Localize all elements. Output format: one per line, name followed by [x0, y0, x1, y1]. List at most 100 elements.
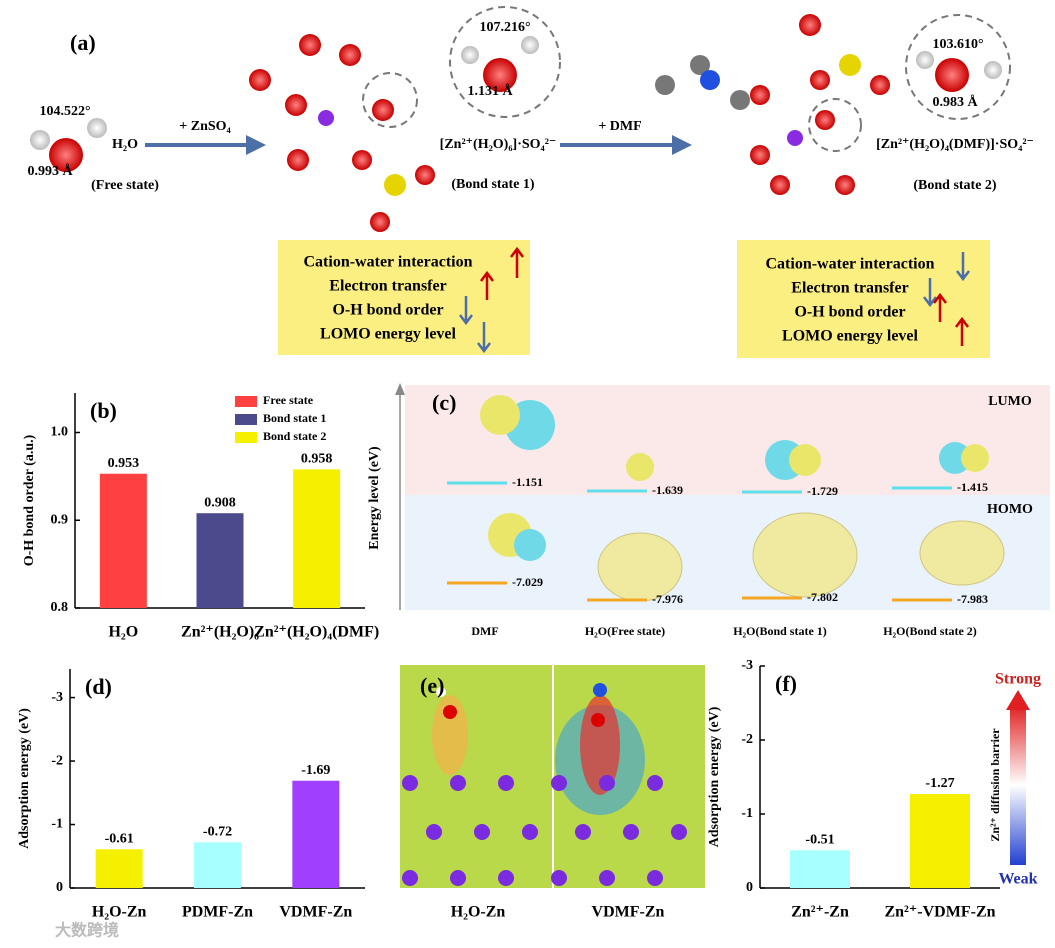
bar: [99, 473, 147, 608]
atom: [498, 775, 514, 791]
bar: [293, 469, 341, 608]
atom: [599, 775, 615, 791]
column-label: H₂O(Free state): [585, 624, 665, 638]
axis-label: O-H bond order (a.u.): [22, 434, 37, 566]
value-label: -0.51: [805, 832, 834, 847]
legend-swatch: [235, 432, 257, 443]
color-bar: [1010, 705, 1026, 865]
charge-density-image: [400, 665, 705, 888]
box-line: LOMO energy level: [320, 326, 457, 343]
orbital-label: HOMO: [987, 502, 1033, 517]
bond-length: 0.993 Å: [27, 163, 73, 179]
box-line: O-H bond order: [794, 304, 905, 321]
zn-atoms: [402, 775, 687, 886]
y-tick-label: -2: [51, 753, 63, 768]
bar: [194, 842, 241, 888]
summary-box: Cation-water interaction Electron transf…: [737, 240, 990, 358]
homo-value: -7.802: [807, 590, 838, 604]
atom: [647, 870, 663, 886]
state: (Bond state 2): [913, 178, 997, 193]
state: (Bond state 1): [451, 177, 535, 192]
atom: [671, 824, 687, 840]
image-label: VDMF-Zn: [592, 904, 665, 921]
x-tick-label: H₂O-Zn: [92, 904, 147, 921]
molecules: [30, 6, 1011, 232]
axis-label: Adsorption energy (eV): [17, 708, 32, 849]
legend-label: Free state: [263, 393, 314, 407]
panel-label: (b): [90, 398, 117, 423]
y-tick-label: 0.9: [51, 512, 69, 527]
value-label: 0.953: [108, 456, 140, 471]
legend-swatch: [235, 396, 257, 407]
legend-label: Bond state 1: [263, 411, 326, 425]
atom: [402, 870, 418, 886]
x-tick-label: Zn²⁺(H₂O)₆: [181, 624, 259, 641]
value-label: -0.61: [105, 831, 134, 846]
bond-angle: 104.522°: [39, 104, 90, 119]
y-tick-label: -3: [51, 690, 63, 705]
x-tick-label: H₂O: [108, 624, 138, 641]
bond-length: 1.131 Å: [467, 83, 513, 99]
axis-label: Energy level (eV): [367, 446, 382, 550]
x-tick-label: Zn²⁺(H₂O)₄(DMF): [254, 624, 379, 641]
lumo-value: -1.639: [652, 483, 683, 497]
atom: [522, 824, 538, 840]
annotation: Strong: [995, 671, 1041, 688]
bond-angle: 107.216°: [479, 20, 530, 35]
step-label: + ZnSO₄: [179, 119, 231, 134]
legend-label: Bond state 2: [263, 429, 326, 443]
y-tick-label: -2: [741, 732, 753, 747]
atom: [498, 870, 514, 886]
box-line: O-H bond order: [332, 302, 443, 319]
bar: [196, 513, 244, 608]
bar: [95, 849, 143, 888]
formula: [Zn²⁺(H₂O)₆]·SO₄²⁻: [440, 137, 557, 152]
panel-label: (c): [432, 390, 456, 415]
panel-label: (f): [775, 671, 797, 696]
atom: [551, 775, 567, 791]
atom: [623, 824, 639, 840]
box-line: LOMO energy level: [782, 328, 919, 345]
watermark: 大数跨境: [55, 921, 119, 940]
value-label: 0.908: [204, 495, 236, 510]
bar: [292, 780, 340, 888]
lumo-value: -1.415: [957, 480, 988, 494]
formula: [Zn²⁺(H₂O)₄(DMF)]·SO₄²⁻: [876, 137, 1034, 152]
y-tick-label: -1: [51, 817, 63, 832]
bond-angle: 103.610°: [932, 37, 983, 52]
image-label: H₂O-Zn: [451, 904, 506, 921]
atom: [450, 775, 466, 791]
y-tick-label: 1.0: [51, 425, 69, 440]
bond-length: 0.983 Å: [932, 94, 978, 110]
atom: [599, 870, 615, 886]
y-tick-label: 0.8: [51, 600, 69, 615]
atom: [647, 775, 663, 791]
atom: [474, 824, 490, 840]
y-tick-label: -1: [741, 806, 753, 821]
energy-panel: [395, 383, 1050, 610]
atom: [575, 824, 591, 840]
atom: [402, 775, 418, 791]
formula: H₂O: [112, 137, 138, 152]
box-line: Cation-water interaction: [766, 256, 935, 273]
x-tick-label: Zn²⁺-VDMF-Zn: [884, 904, 995, 921]
panel-label: (e): [420, 673, 444, 698]
y-tick-label: -3: [741, 658, 753, 673]
column-label: DMF: [471, 624, 498, 638]
column-label: H₂O(Bond state 1): [733, 624, 827, 638]
panel-label: (d): [85, 674, 112, 699]
homo-value: -7.029: [512, 575, 543, 589]
state: (Free state): [91, 178, 159, 193]
step-label: + DMF: [598, 119, 641, 134]
column-label: H₂O(Bond state 2): [883, 624, 977, 638]
annotation: Zn²⁺ diffusion barrier: [988, 728, 1002, 842]
color-bar-arrow: [1006, 690, 1030, 710]
value-label: -0.72: [203, 825, 232, 840]
panel-label: (a): [70, 30, 96, 55]
atom: [551, 870, 567, 886]
value-label: -1.69: [301, 763, 330, 778]
box-line: Cation-water interaction: [304, 254, 473, 271]
box-line: Electron transfer: [791, 280, 908, 297]
x-tick-label: PDMF-Zn: [182, 904, 253, 921]
